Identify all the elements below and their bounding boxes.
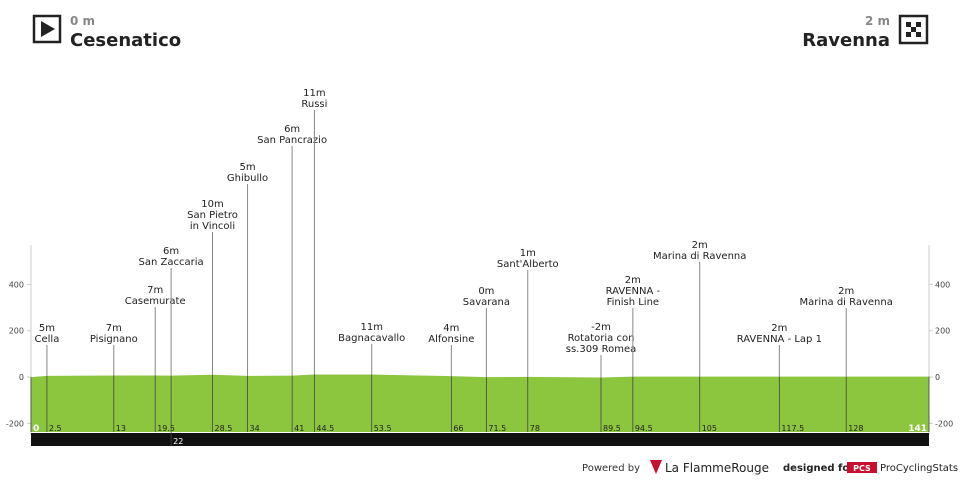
designed-for: designed for xyxy=(783,463,854,474)
y-tick-label: -200 xyxy=(6,419,24,428)
waypoint-elevation: 7m xyxy=(147,285,163,296)
km-label: 28.5 xyxy=(215,424,233,433)
waypoint-elevation: 2m xyxy=(692,240,708,251)
waypoint-elevation: 5m xyxy=(39,323,55,334)
km-label: 141 xyxy=(908,424,927,434)
waypoint-elevation: 7m xyxy=(106,323,122,334)
waypoint-name: Russi xyxy=(301,99,327,110)
km-label: 13 xyxy=(116,424,126,433)
km-label: 117.5 xyxy=(781,424,804,433)
waypoint-name: Cella xyxy=(35,334,60,345)
waypoint-elevation: 2m xyxy=(838,286,854,297)
distance-bar xyxy=(31,433,929,446)
waypoint-elevation: 6m xyxy=(163,246,179,257)
km-label: 22 xyxy=(173,437,183,446)
waypoint-name: Bagnacavallo xyxy=(338,333,405,344)
y-tick-label: 400 xyxy=(935,280,950,289)
start-name: Cesenatico xyxy=(70,30,181,51)
waypoint-name: San Pancrazio xyxy=(257,135,327,146)
km-label: 66 xyxy=(453,424,463,433)
waypoint-elevation: 2m xyxy=(625,275,641,286)
waypoint-name: RAVENNA - xyxy=(606,286,661,297)
start-icon-arrow xyxy=(41,21,55,37)
km-label: 2.5 xyxy=(49,424,62,433)
profile-area xyxy=(31,374,929,432)
waypoint-name: Sant'Alberto xyxy=(497,259,559,270)
waypoint-name: in Vincoli xyxy=(190,221,235,232)
y-tick-label: 0 xyxy=(19,373,24,382)
pcs-logo: PCS xyxy=(853,464,871,473)
waypoint-name: Marina di Ravenna xyxy=(653,251,746,262)
finish-name: Ravenna xyxy=(802,30,890,51)
km-label: 44.5 xyxy=(316,424,334,433)
pcs-logo-box xyxy=(847,462,877,473)
waypoint-name: Casemurate xyxy=(125,296,186,307)
waypoint-name: Marina di Ravenna xyxy=(800,297,893,308)
waypoint-name: Ghibullo xyxy=(227,173,268,184)
y-tick-label: -200 xyxy=(935,419,953,428)
km-label: 89.5 xyxy=(603,424,621,433)
start-elevation: 0 m xyxy=(70,14,95,28)
km-label: 0 xyxy=(33,424,39,434)
waypoint-name: Pisignano xyxy=(90,334,138,345)
waypoint-elevation: 4m xyxy=(443,323,459,334)
finish-icon xyxy=(898,14,929,45)
km-label: 41 xyxy=(294,424,304,433)
km-label: 53.5 xyxy=(374,424,392,433)
waypoint-elevation: 5m xyxy=(239,162,255,173)
km-label: 71.5 xyxy=(488,424,506,433)
km-label: 94.5 xyxy=(635,424,653,433)
km-label: 19.5 xyxy=(157,424,175,433)
start-icon xyxy=(32,14,62,44)
y-tick-label: 200 xyxy=(935,327,950,336)
km-label: 128 xyxy=(848,424,863,433)
waypoint-elevation: 1m xyxy=(520,248,536,259)
waypoint-name: San Zaccaria xyxy=(139,257,204,268)
y-tick-label: 200 xyxy=(9,327,24,336)
waypoint-elevation: 0m xyxy=(478,286,494,297)
waypoint-elevation: 2m xyxy=(771,323,787,334)
powered-by: Powered by xyxy=(582,463,640,474)
waypoint-name: San Pietro xyxy=(187,210,238,221)
pcs: ProCyclingStats xyxy=(880,463,958,474)
km-label: 34 xyxy=(250,424,260,433)
y-tick-label: 0 xyxy=(935,373,940,382)
finish-elevation: 2 m xyxy=(865,14,890,28)
waypoint-elevation: -2m xyxy=(591,322,611,333)
waypoint-elevation: 6m xyxy=(284,124,300,135)
waypoint-name: Alfonsine xyxy=(428,334,474,345)
km-label: 78 xyxy=(530,424,540,433)
brand: La FlammeRouge xyxy=(665,461,769,475)
waypoint-elevation: 10m xyxy=(201,199,223,210)
waypoint-elevation: 11m xyxy=(360,322,382,333)
waypoint-name: Rotatoria con xyxy=(568,333,635,344)
km-label: 105 xyxy=(702,424,717,433)
waypoint-name: Finish Line xyxy=(607,297,660,308)
y-tick-label: 400 xyxy=(9,280,24,289)
waypoint-elevation: 11m xyxy=(303,88,325,99)
brand-logo xyxy=(650,460,662,474)
waypoint-name: RAVENNA - Lap 1 xyxy=(737,334,822,345)
waypoint-name: ss.309 Romea xyxy=(566,344,637,355)
waypoint-name: Savarana xyxy=(463,297,510,308)
